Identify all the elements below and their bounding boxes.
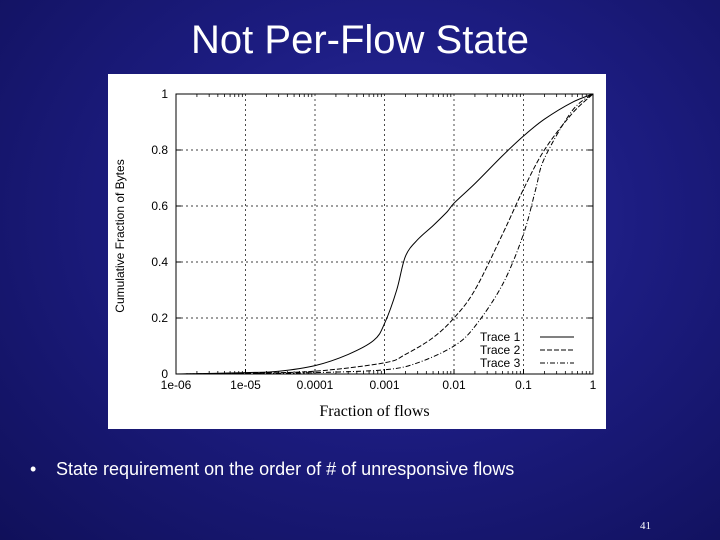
y-tick-label: 0.8: [151, 143, 168, 157]
legend-label-trace-3: Trace 3: [480, 356, 521, 370]
cdf-chart: 1e-06 1e-05 0.0001 0.001 0.01 0.1 1 0 0.2 0.4 0.6 0…: [113, 87, 597, 420]
bullet-text: State requirement on the order of # of u…: [56, 459, 515, 479]
x-tick-label: 0.001: [369, 378, 399, 392]
series-line-trace-2: [175, 93, 594, 375]
y-tick-label: 1: [161, 87, 168, 101]
y-tick-label: 0: [161, 367, 168, 381]
x-tick-label: 1e-06: [161, 378, 192, 392]
x-axis-title: Fraction of flows: [319, 403, 429, 420]
slide-title: Not Per-Flow State: [191, 18, 529, 62]
x-tick-label: 0.01: [442, 378, 466, 392]
x-tick-label: 0.0001: [297, 378, 334, 392]
tick-layer: 1e-06 1e-05 0.0001 0.001 0.01 0.1 1 0 0.2 0.4 0.6 0…: [151, 87, 596, 392]
bullet-marker: •: [30, 459, 37, 479]
series-layer: [175, 93, 594, 375]
y-tick-label: 0.4: [151, 255, 168, 269]
x-tick-label: 1: [590, 378, 597, 392]
legend-label-trace-2: Trace 2: [480, 343, 521, 357]
bullet-point: • State requirement on the order of # of …: [30, 459, 514, 480]
x-tick-label: 0.1: [515, 378, 532, 392]
legend-label-trace-1: Trace 1: [480, 330, 521, 344]
series-line-trace-1: [175, 93, 594, 375]
page-number: 41: [640, 520, 651, 532]
y-tick-label: 0.6: [151, 199, 168, 213]
x-tick-label: 1e-05: [230, 378, 261, 392]
y-axis-title: Cumulative Fraction of Bytes: [113, 159, 127, 312]
chart-panel: 1e-06 1e-05 0.0001 0.001 0.01 0.1 1 0 0.2 0.4 0.6 0…: [108, 74, 606, 429]
y-tick-label: 0.2: [151, 311, 168, 325]
grid-layer: [176, 94, 593, 374]
